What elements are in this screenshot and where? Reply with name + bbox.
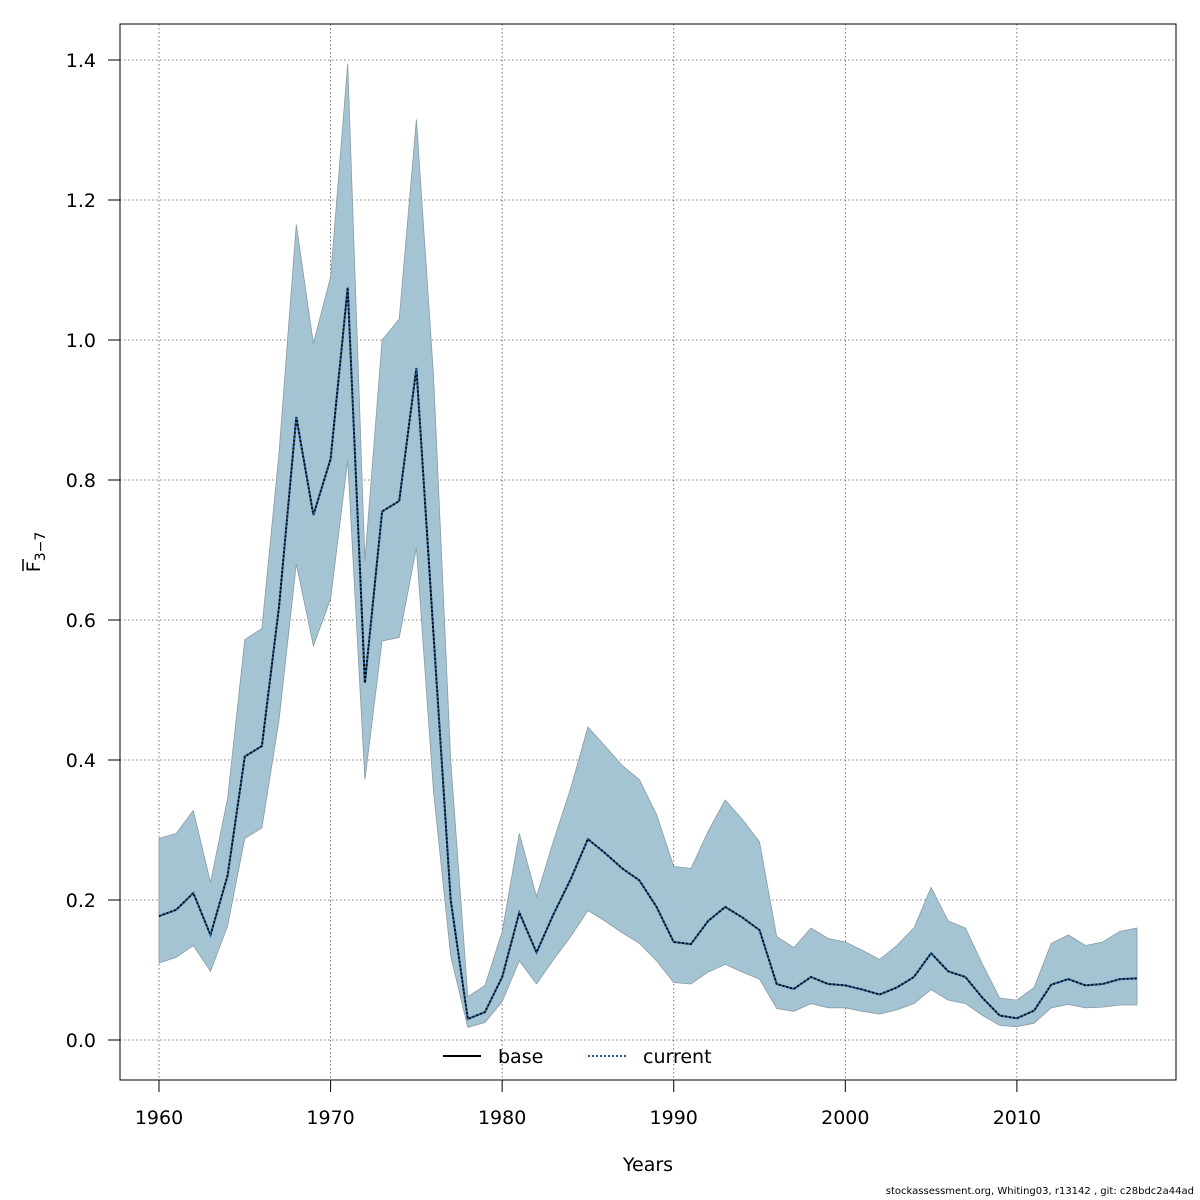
- y-tick-label-6: 1.2: [66, 190, 96, 212]
- confidence-band: [158, 63, 1138, 1028]
- x-tick-label-5: 2010: [993, 1107, 1041, 1129]
- footer-credit: stockassessment.org, Whiting03, r13142 ,…: [885, 1186, 1194, 1197]
- y-tick-label-0: 0.0: [66, 1030, 96, 1052]
- x-tick-label-2: 1980: [478, 1107, 526, 1129]
- x-tick-label-4: 2000: [821, 1107, 869, 1129]
- x-tick-label-3: 1990: [650, 1107, 698, 1129]
- y-tick-label-5: 1.0: [66, 330, 96, 352]
- legend-label-base: base: [498, 1046, 543, 1068]
- series-line-base: [158, 287, 1138, 1021]
- svg-text:F3−7: F3−7: [23, 532, 49, 572]
- legend-label-current: current: [643, 1046, 712, 1068]
- x-tick-label-0: 1960: [135, 1107, 183, 1129]
- y-tick-label-7: 1.4: [66, 50, 96, 72]
- x-axis: 1960 1970 1980 1990 2000 2010: [135, 1079, 1041, 1129]
- y-tick-label-4: 0.8: [66, 470, 96, 492]
- x-tick-label-1: 1970: [306, 1107, 354, 1129]
- y-tick-label-1: 0.2: [66, 890, 96, 912]
- y-tick-label-3: 0.6: [66, 610, 96, 632]
- y-axis: 0.0 0.2 0.4 0.6 0.8 1.0 1.2 1.4: [66, 50, 121, 1052]
- y-axis-title-subscript: 3−7: [33, 532, 49, 562]
- y-axis-title: F3−7: [22, 532, 49, 572]
- x-axis-title: Years: [622, 1154, 673, 1176]
- y-tick-label-2: 0.4: [66, 750, 96, 772]
- y-axis-title-main: F: [23, 561, 45, 572]
- legend: base current: [443, 1046, 712, 1068]
